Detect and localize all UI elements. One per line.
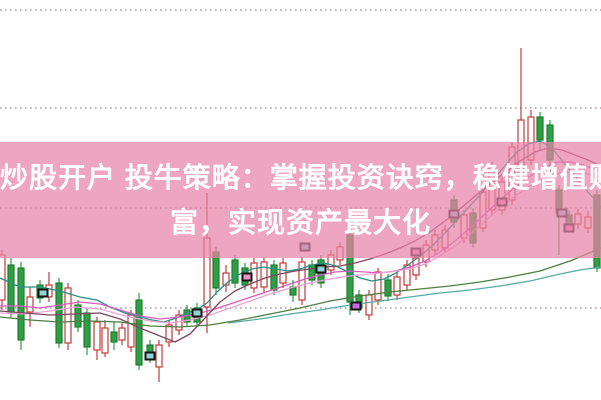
candle-body <box>83 312 91 348</box>
candle-body <box>155 344 163 368</box>
signal-marker-fill <box>317 266 325 272</box>
candle-body <box>127 314 135 348</box>
candle-body <box>110 331 118 343</box>
signal-marker-fill <box>352 303 360 309</box>
candle-body <box>26 296 34 313</box>
signal-marker-fill <box>39 290 47 296</box>
candle-body <box>365 294 373 316</box>
candle-body <box>536 116 544 141</box>
promo-banner-line-2: 富，实现资产最大化 <box>169 207 431 238</box>
signal-marker-fill <box>146 353 154 359</box>
candle-body <box>74 304 82 328</box>
ma-long-teal <box>227 266 601 324</box>
candle-body <box>135 299 143 366</box>
candle-body <box>222 272 230 286</box>
candle-body <box>7 264 15 313</box>
candle-body <box>260 261 268 288</box>
ma-dark-green <box>0 247 601 328</box>
promo-banner: 炒股开户 投牛策略：掌握投资诀窍，稳健增值财 富，实现资产最大化 <box>0 142 601 258</box>
candle-body <box>118 327 126 341</box>
candle-body <box>55 282 63 344</box>
signal-marker-fill <box>193 310 201 316</box>
promo-banner-line-1: 炒股开户 投牛策略：掌握投资诀窍，稳健增值财 <box>0 162 601 193</box>
promo-banner-text: 炒股开户 投牛策略：掌握投资诀窍，稳健增值财 富，实现资产最大化 <box>0 155 601 245</box>
candle-body <box>231 259 239 284</box>
candle-body <box>165 324 173 343</box>
candle-body <box>384 279 392 297</box>
candle-body <box>0 254 6 301</box>
candle-body <box>374 271 382 301</box>
candle-body <box>393 276 401 296</box>
candle-body <box>101 327 109 354</box>
signal-marker-fill <box>243 274 251 280</box>
candle-body <box>93 321 101 351</box>
candle-body <box>64 287 72 344</box>
candle-body <box>17 267 25 341</box>
